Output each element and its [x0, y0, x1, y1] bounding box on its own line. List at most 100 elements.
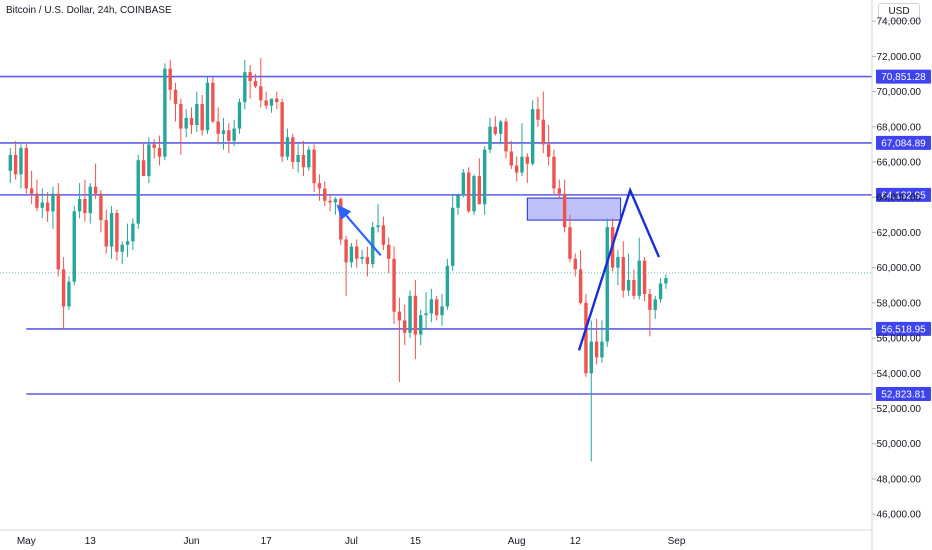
candle-body[interactable] [259, 86, 263, 101]
candle-body[interactable] [413, 295, 418, 335]
candle-body[interactable] [562, 193, 567, 228]
candle-body[interactable] [557, 188, 561, 194]
candle-body[interactable] [115, 213, 119, 252]
currency-button[interactable]: USD [878, 3, 920, 21]
candle-body[interactable] [221, 130, 226, 134]
candle-body[interactable] [376, 225, 380, 228]
candle-body[interactable] [285, 137, 290, 157]
candle-body[interactable] [403, 320, 407, 333]
projection-path[interactable] [577, 186, 661, 351]
candle-body[interactable] [626, 279, 631, 291]
candle-body[interactable] [125, 241, 130, 245]
candle-body[interactable] [168, 68, 172, 90]
candle-body[interactable] [349, 246, 354, 263]
candle-body[interactable] [514, 165, 519, 173]
candle-body[interactable] [205, 82, 210, 131]
candle-body[interactable] [419, 315, 423, 335]
candle-body[interactable] [51, 193, 55, 212]
candle-body[interactable] [408, 295, 412, 333]
candle-body[interactable] [40, 202, 44, 208]
candle-body[interactable] [658, 283, 663, 300]
trend-arrow-shaft[interactable] [345, 214, 382, 257]
candle-body[interactable] [360, 257, 364, 259]
resistance-zone-rect[interactable] [526, 197, 622, 221]
candle-body[interactable] [594, 341, 599, 358]
candle-body[interactable] [584, 302, 588, 374]
candle-body[interactable] [93, 186, 98, 194]
candle-body[interactable] [424, 313, 428, 316]
candle-body[interactable] [141, 160, 146, 177]
candle-body[interactable] [61, 269, 66, 307]
candle-body[interactable] [498, 121, 503, 134]
candle-body[interactable] [152, 144, 156, 148]
candle-body[interactable] [445, 265, 450, 307]
candle-body[interactable] [488, 126, 492, 150]
candle-body[interactable] [472, 176, 476, 212]
candle-body[interactable] [29, 188, 34, 194]
candle-body[interactable] [450, 207, 455, 266]
candle-body[interactable] [99, 193, 103, 221]
candle-body[interactable] [83, 198, 87, 214]
candle-body[interactable] [578, 269, 583, 303]
candle-body[interactable] [269, 98, 274, 106]
candle-body[interactable] [333, 198, 338, 203]
candle-body[interactable] [317, 183, 322, 189]
candle-body[interactable] [397, 311, 402, 321]
candle-body[interactable] [45, 202, 50, 212]
candle-body[interactable] [520, 156, 524, 173]
candle-body[interactable] [435, 299, 439, 316]
candle-body[interactable] [296, 154, 300, 162]
candle-body[interactable] [648, 294, 652, 310]
candle-body[interactable] [291, 137, 295, 162]
candle-body[interactable] [552, 156, 556, 189]
candle-body[interactable] [632, 279, 636, 296]
candle-body[interactable] [19, 147, 23, 175]
candle-body[interactable] [72, 211, 76, 282]
candle-body[interactable] [13, 154, 18, 175]
candle-body[interactable] [243, 72, 247, 103]
candle-body[interactable] [237, 102, 242, 129]
candle-body[interactable] [637, 260, 641, 296]
candle-body[interactable] [328, 200, 332, 203]
candle-body[interactable] [8, 154, 12, 171]
candle-body[interactable] [387, 244, 391, 259]
candle-body[interactable] [232, 128, 236, 141]
candle-body[interactable] [264, 100, 268, 106]
candle-body[interactable] [131, 223, 135, 242]
candle-body[interactable] [493, 126, 498, 134]
candle-body[interactable] [173, 89, 178, 104]
candle-body[interactable] [67, 281, 71, 307]
candle-body[interactable] [211, 82, 215, 122]
candle-body[interactable] [589, 341, 593, 374]
candle-body[interactable] [568, 227, 572, 259]
candle-body[interactable] [275, 98, 279, 103]
candle-body[interactable] [509, 151, 514, 166]
candle-body[interactable] [440, 306, 444, 316]
candle-body[interactable] [157, 147, 162, 157]
candle-body[interactable] [429, 299, 434, 314]
candle-body[interactable] [642, 260, 647, 295]
candle-body[interactable] [381, 225, 386, 245]
candle-body[interactable] [664, 278, 668, 284]
candle-body[interactable] [530, 109, 535, 164]
candle-body[interactable] [653, 299, 657, 310]
candle-body[interactable] [600, 341, 604, 358]
candle-body[interactable] [621, 257, 625, 291]
candle-body[interactable] [280, 102, 284, 157]
candle-body[interactable] [35, 193, 39, 208]
trend-arrow-head[interactable] [336, 204, 352, 220]
candle-body[interactable] [504, 121, 508, 152]
candle-body[interactable] [200, 103, 204, 131]
candle-body[interactable] [323, 188, 327, 201]
candle-body[interactable] [456, 195, 460, 208]
candle-body[interactable] [536, 109, 540, 120]
candle-body[interactable] [344, 239, 348, 263]
candle-body[interactable] [477, 176, 482, 205]
candle-body[interactable] [355, 246, 359, 259]
candle-body[interactable] [88, 186, 92, 214]
candle-body[interactable] [253, 80, 258, 87]
candle-body[interactable] [461, 172, 466, 196]
candle-body[interactable] [163, 68, 167, 157]
candle-body[interactable] [301, 154, 306, 168]
